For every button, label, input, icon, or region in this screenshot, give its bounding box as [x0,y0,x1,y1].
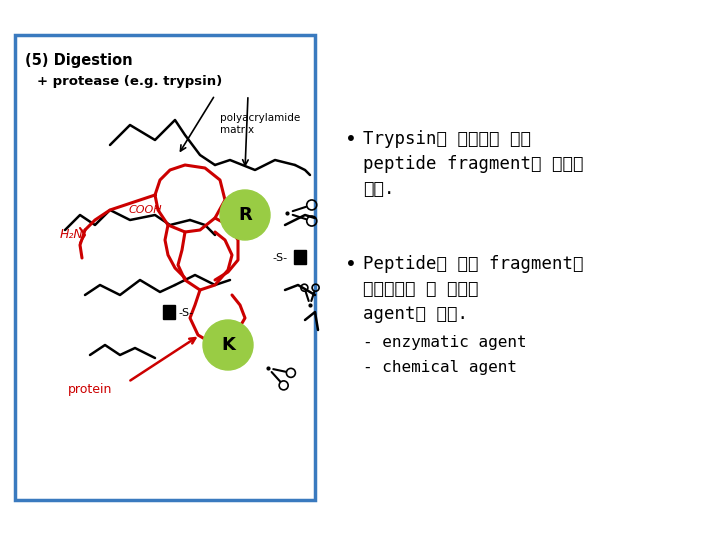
Text: 준다.: 준다. [363,180,395,198]
Bar [163,305,175,319]
Text: - enzymatic agent: - enzymatic agent [363,335,526,350]
Circle shape [203,320,253,370]
Text: protein: protein [68,383,112,396]
Text: -S-: -S- [272,253,287,263]
Circle shape [220,190,270,240]
Text: - chemical agent: - chemical agent [363,360,517,375]
Text: + protease (e.g. trypsin): + protease (e.g. trypsin) [37,75,222,88]
Text: K: K [221,336,235,354]
Bar [294,250,306,264]
Text: polyacrylamide
matrix: polyacrylamide matrix [220,113,300,134]
Text: Peptide를 짧은 fragment로: Peptide를 짧은 fragment로 [363,255,583,273]
Text: (5) Digestion: (5) Digestion [25,53,132,68]
Text: R: R [238,206,252,224]
Text: -S-: -S- [178,308,193,318]
Text: H₂N: H₂N [60,228,84,241]
Text: peptide fragment로 만들어: peptide fragment로 만들어 [363,155,583,173]
Text: •: • [345,130,357,149]
Text: •: • [345,255,357,274]
Bar [15,35,315,500]
Text: 만들어주는 두 종류의: 만들어주는 두 종류의 [363,280,479,298]
Text: COOH: COOH [128,205,162,215]
Text: agent가 있다.: agent가 있다. [363,305,468,323]
Text: Trypsin을 처리하여 짧은: Trypsin을 처리하여 짧은 [363,130,531,148]
